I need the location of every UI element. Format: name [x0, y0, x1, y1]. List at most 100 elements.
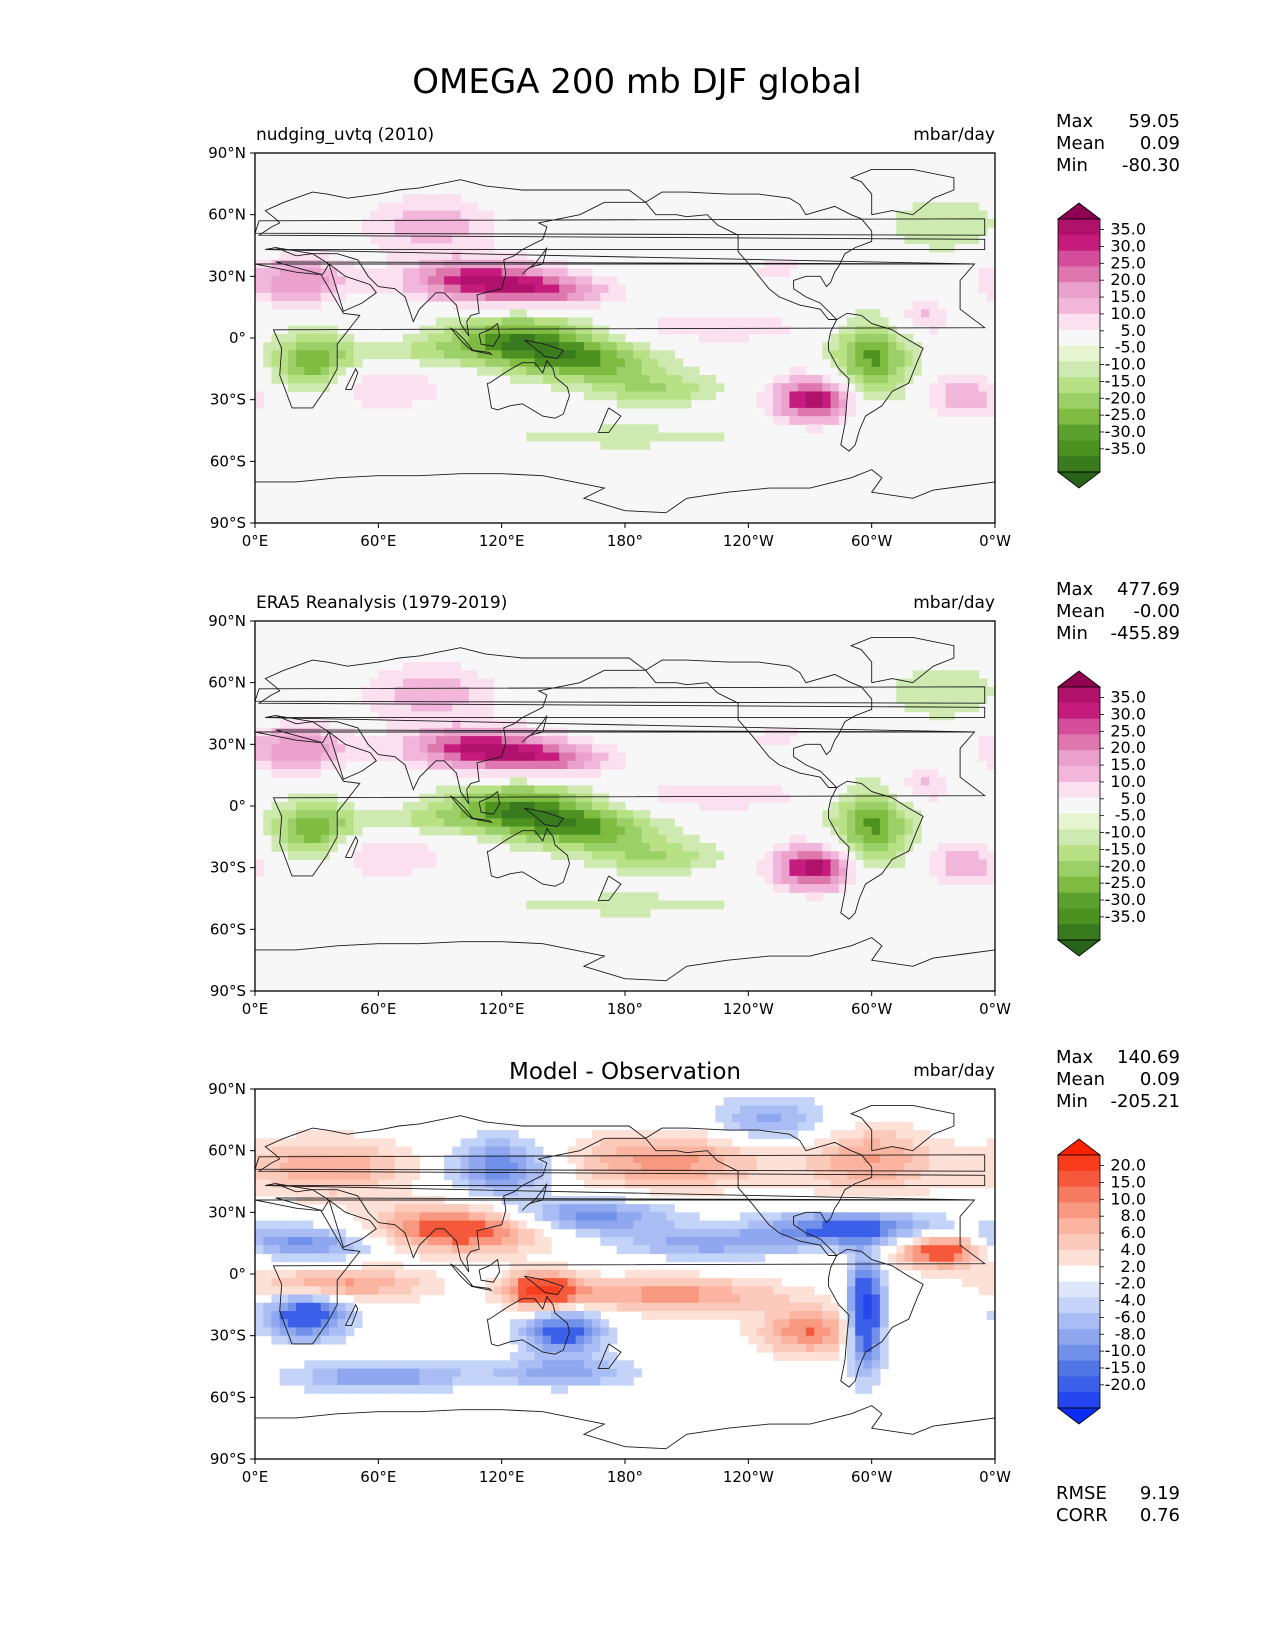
field-cell [279, 1146, 289, 1156]
field-cell [888, 1212, 897, 1222]
field-cell [509, 1154, 519, 1164]
field-cell [625, 1130, 634, 1139]
field-cell [921, 777, 930, 787]
field-cell [666, 317, 675, 327]
field-cell [608, 342, 618, 351]
field-cell [329, 752, 338, 762]
field-cell [452, 227, 462, 236]
field-cell [353, 1376, 363, 1386]
coastline-path [849, 1104, 955, 1152]
field-cell [953, 1253, 963, 1263]
field-cell [329, 1311, 338, 1320]
field-cell [370, 752, 379, 762]
field-cell [312, 1171, 322, 1181]
field-cell [394, 1360, 404, 1370]
field-cell [287, 1171, 297, 1181]
field-cell [641, 432, 651, 442]
field-cell [567, 834, 577, 844]
field-cell [575, 1360, 585, 1370]
field-cell [764, 1294, 774, 1304]
field-cell [608, 892, 618, 902]
field-cell [386, 1154, 396, 1164]
field-cell [361, 1245, 371, 1255]
field-cell [378, 736, 388, 745]
field-cell [608, 276, 618, 286]
field-cell [255, 1138, 264, 1148]
field-cell [320, 1269, 330, 1279]
colorbar-swatch [1058, 1265, 1100, 1282]
field-cell [583, 383, 593, 393]
field-cell [329, 1327, 338, 1337]
field-cell [871, 1138, 881, 1148]
field-cell [583, 366, 593, 376]
field-cell [567, 810, 577, 819]
field-cell [378, 744, 388, 754]
field-cell [485, 251, 495, 261]
field-cell [370, 703, 379, 713]
field-cell [386, 1278, 396, 1287]
field-cell [575, 1368, 585, 1378]
field-cell [559, 284, 569, 294]
field-cell [773, 407, 782, 417]
field-cell [682, 1179, 692, 1189]
field-cell [978, 867, 988, 877]
field-cell [255, 752, 264, 762]
field-cell [279, 843, 289, 852]
field-cell [731, 317, 741, 327]
field-cell [945, 391, 955, 401]
field-cell [838, 1146, 848, 1156]
field-cell [871, 810, 881, 819]
field-cell [929, 210, 939, 220]
field-cell [855, 1138, 865, 1148]
field-cell [501, 801, 511, 811]
field-cell [978, 1179, 988, 1189]
field-cell [855, 342, 865, 351]
field-cell [649, 358, 659, 368]
field-cell [419, 818, 429, 828]
field-cell [863, 383, 873, 393]
field-cell [855, 350, 865, 360]
field-cell [477, 801, 486, 811]
field-cell [773, 867, 782, 877]
field-cell [337, 1154, 347, 1164]
field-cell [255, 867, 264, 877]
field-cell [329, 1286, 338, 1296]
field-cell [855, 818, 865, 828]
field-cell [518, 843, 527, 852]
field-cell [978, 284, 988, 294]
field-cell [641, 1302, 651, 1312]
field-cell [625, 826, 634, 836]
field-cell [329, 1163, 338, 1172]
field-cell [945, 1171, 955, 1181]
stat-value: -80.30 [1122, 155, 1180, 176]
field-cell [600, 440, 610, 450]
field-cell [649, 818, 659, 828]
field-cell [403, 670, 412, 680]
field-cell [255, 1237, 264, 1246]
field-cell [756, 1302, 766, 1312]
field-cell [616, 908, 626, 918]
field-cell [452, 744, 462, 754]
field-cell [312, 851, 322, 861]
field-cell [534, 736, 544, 745]
field-cell [649, 1220, 659, 1230]
field-cell [263, 760, 273, 770]
field-cell [723, 801, 733, 811]
field-cell [353, 1278, 363, 1287]
field-cell [657, 1278, 667, 1287]
field-cell [370, 843, 379, 852]
field-cell [847, 399, 856, 409]
field-cell [444, 818, 453, 828]
field-cell [287, 1228, 297, 1238]
field-cell [838, 801, 848, 811]
field-cell [271, 744, 281, 754]
lon-tick-label: 120°W [723, 1468, 774, 1486]
field-cell [435, 1286, 445, 1296]
stat-value: -455.89 [1111, 623, 1180, 644]
field-cell [674, 1130, 684, 1139]
field-cell [477, 1368, 486, 1378]
field-cell [361, 1294, 371, 1304]
field-cell [468, 1376, 478, 1386]
field-cell [707, 1228, 717, 1238]
field-cell [526, 1368, 536, 1378]
